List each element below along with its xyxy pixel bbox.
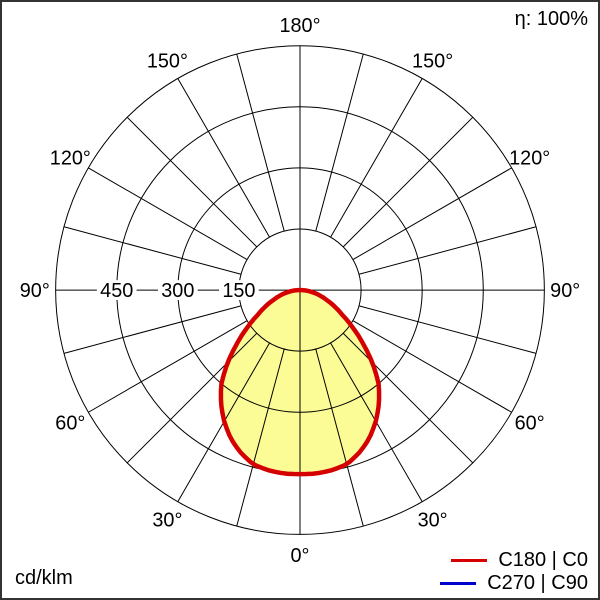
ring-value-label: 150 [222,280,255,302]
grid-spoke [358,226,537,275]
legend-label-c270-c90: C270 | C90 [487,572,588,594]
grid-spoke [352,320,512,413]
efficiency-label: η: 100% [514,8,588,30]
grid-spoke [88,320,248,413]
ring-value-label: 450 [100,280,133,302]
angle-label: 60° [515,413,545,435]
ring-label-bg [157,280,198,300]
grid-spoke [63,226,242,275]
unit-label: cd/klm [15,567,73,589]
grid-spoke [352,167,512,261]
angle-label: 90° [550,280,580,302]
grid-spoke [236,53,285,232]
grid-spoke [358,305,537,354]
grid-spoke [177,78,270,238]
angle-label: 30° [152,510,182,532]
ring-value-label: 300 [161,280,194,302]
grid-spoke [330,78,423,238]
legend: C180 | C0 C270 | C90 [440,549,588,595]
angle-label: 180° [279,15,320,37]
ring-label-bg [96,280,137,300]
legend-label-c180-c0: C180 | C0 [498,549,588,571]
grid-spoke [315,53,364,232]
grid-spoke [126,116,258,248]
grid-spoke [315,348,364,527]
grid-spoke [342,332,474,464]
angle-label: 30° [418,510,448,532]
angle-label: 60° [55,413,85,435]
grid-spoke [63,305,242,354]
angle-label: 120° [50,147,91,169]
legend-item-c270-c90: C270 | C90 [440,572,588,595]
angle-label: 90° [20,280,50,302]
grid-spoke [126,332,258,464]
grid-spoke [236,348,285,527]
angle-label: 0° [290,545,309,567]
angle-label: 150° [412,50,453,72]
legend-item-c180-c0: C180 | C0 [451,549,588,572]
grid-spoke [88,167,248,261]
grid-spoke [342,116,474,248]
intensity-curve-c180-c0 [218,287,382,477]
legend-line-blue [440,582,477,585]
angle-label: 150° [147,50,188,72]
ring-label-bg [219,280,259,300]
legend-line-red [451,559,488,562]
angle-label: 120° [509,147,550,169]
